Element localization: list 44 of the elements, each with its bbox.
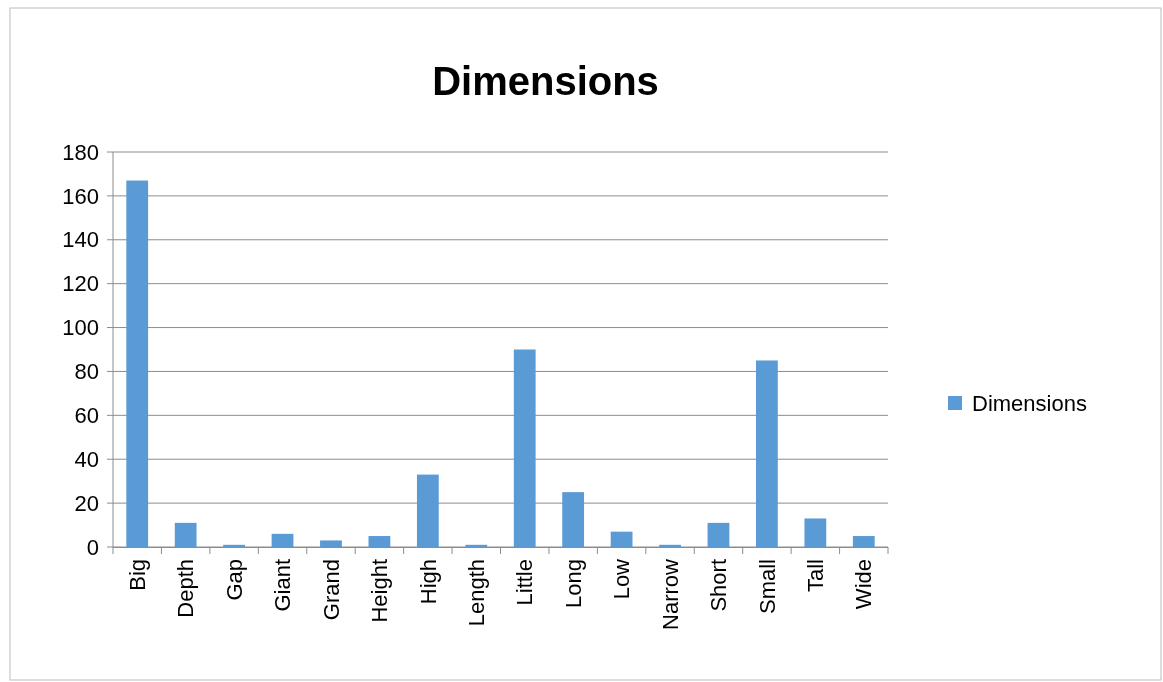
bar	[852, 536, 875, 547]
bar	[320, 540, 342, 547]
bar	[513, 349, 536, 547]
y-tick-label: 100	[62, 315, 99, 341]
bar	[756, 360, 778, 547]
x-tick-label: Tall	[803, 559, 829, 593]
x-tick-label: Short	[706, 559, 732, 612]
x-tick-label: Grand	[318, 559, 344, 621]
y-tick-label: 140	[62, 227, 99, 253]
bar	[562, 492, 585, 547]
bar	[707, 522, 730, 547]
x-tick-label: Little	[512, 559, 538, 606]
y-tick-label: 40	[74, 446, 99, 472]
x-tick-label: Small	[754, 559, 780, 615]
x-tick-label: Long	[560, 559, 586, 608]
y-tick-label: 80	[74, 359, 99, 385]
x-tick-label: High	[415, 559, 441, 605]
bar	[368, 536, 391, 547]
bar	[610, 531, 633, 547]
y-tick-label: 60	[74, 403, 99, 429]
bar	[804, 518, 827, 547]
x-tick-label: Gap	[221, 559, 247, 601]
y-tick-label: 120	[62, 271, 99, 297]
x-tick-label: Depth	[173, 559, 199, 618]
bar	[416, 474, 439, 547]
bar	[223, 544, 245, 547]
x-tick-label: Low	[609, 558, 635, 600]
x-tick-label: Giant	[270, 559, 296, 612]
bar	[271, 533, 294, 547]
legend-label: Dimensions	[972, 390, 1087, 416]
x-tick-label: Narrow	[657, 558, 683, 630]
y-tick-label: 20	[74, 490, 99, 516]
x-tick-label: Big	[124, 559, 150, 591]
x-tick-label: Length	[463, 559, 489, 627]
bar	[126, 180, 149, 547]
x-tick-label: Wide	[851, 559, 877, 610]
bar	[174, 522, 197, 547]
bar	[465, 544, 488, 547]
y-tick-label: 160	[62, 183, 99, 209]
y-tick-label: 180	[62, 139, 99, 165]
chart-title: Dimensions	[432, 59, 659, 103]
y-tick-label: 0	[86, 534, 99, 560]
bar	[659, 544, 681, 547]
x-tick-label: Height	[367, 559, 393, 623]
